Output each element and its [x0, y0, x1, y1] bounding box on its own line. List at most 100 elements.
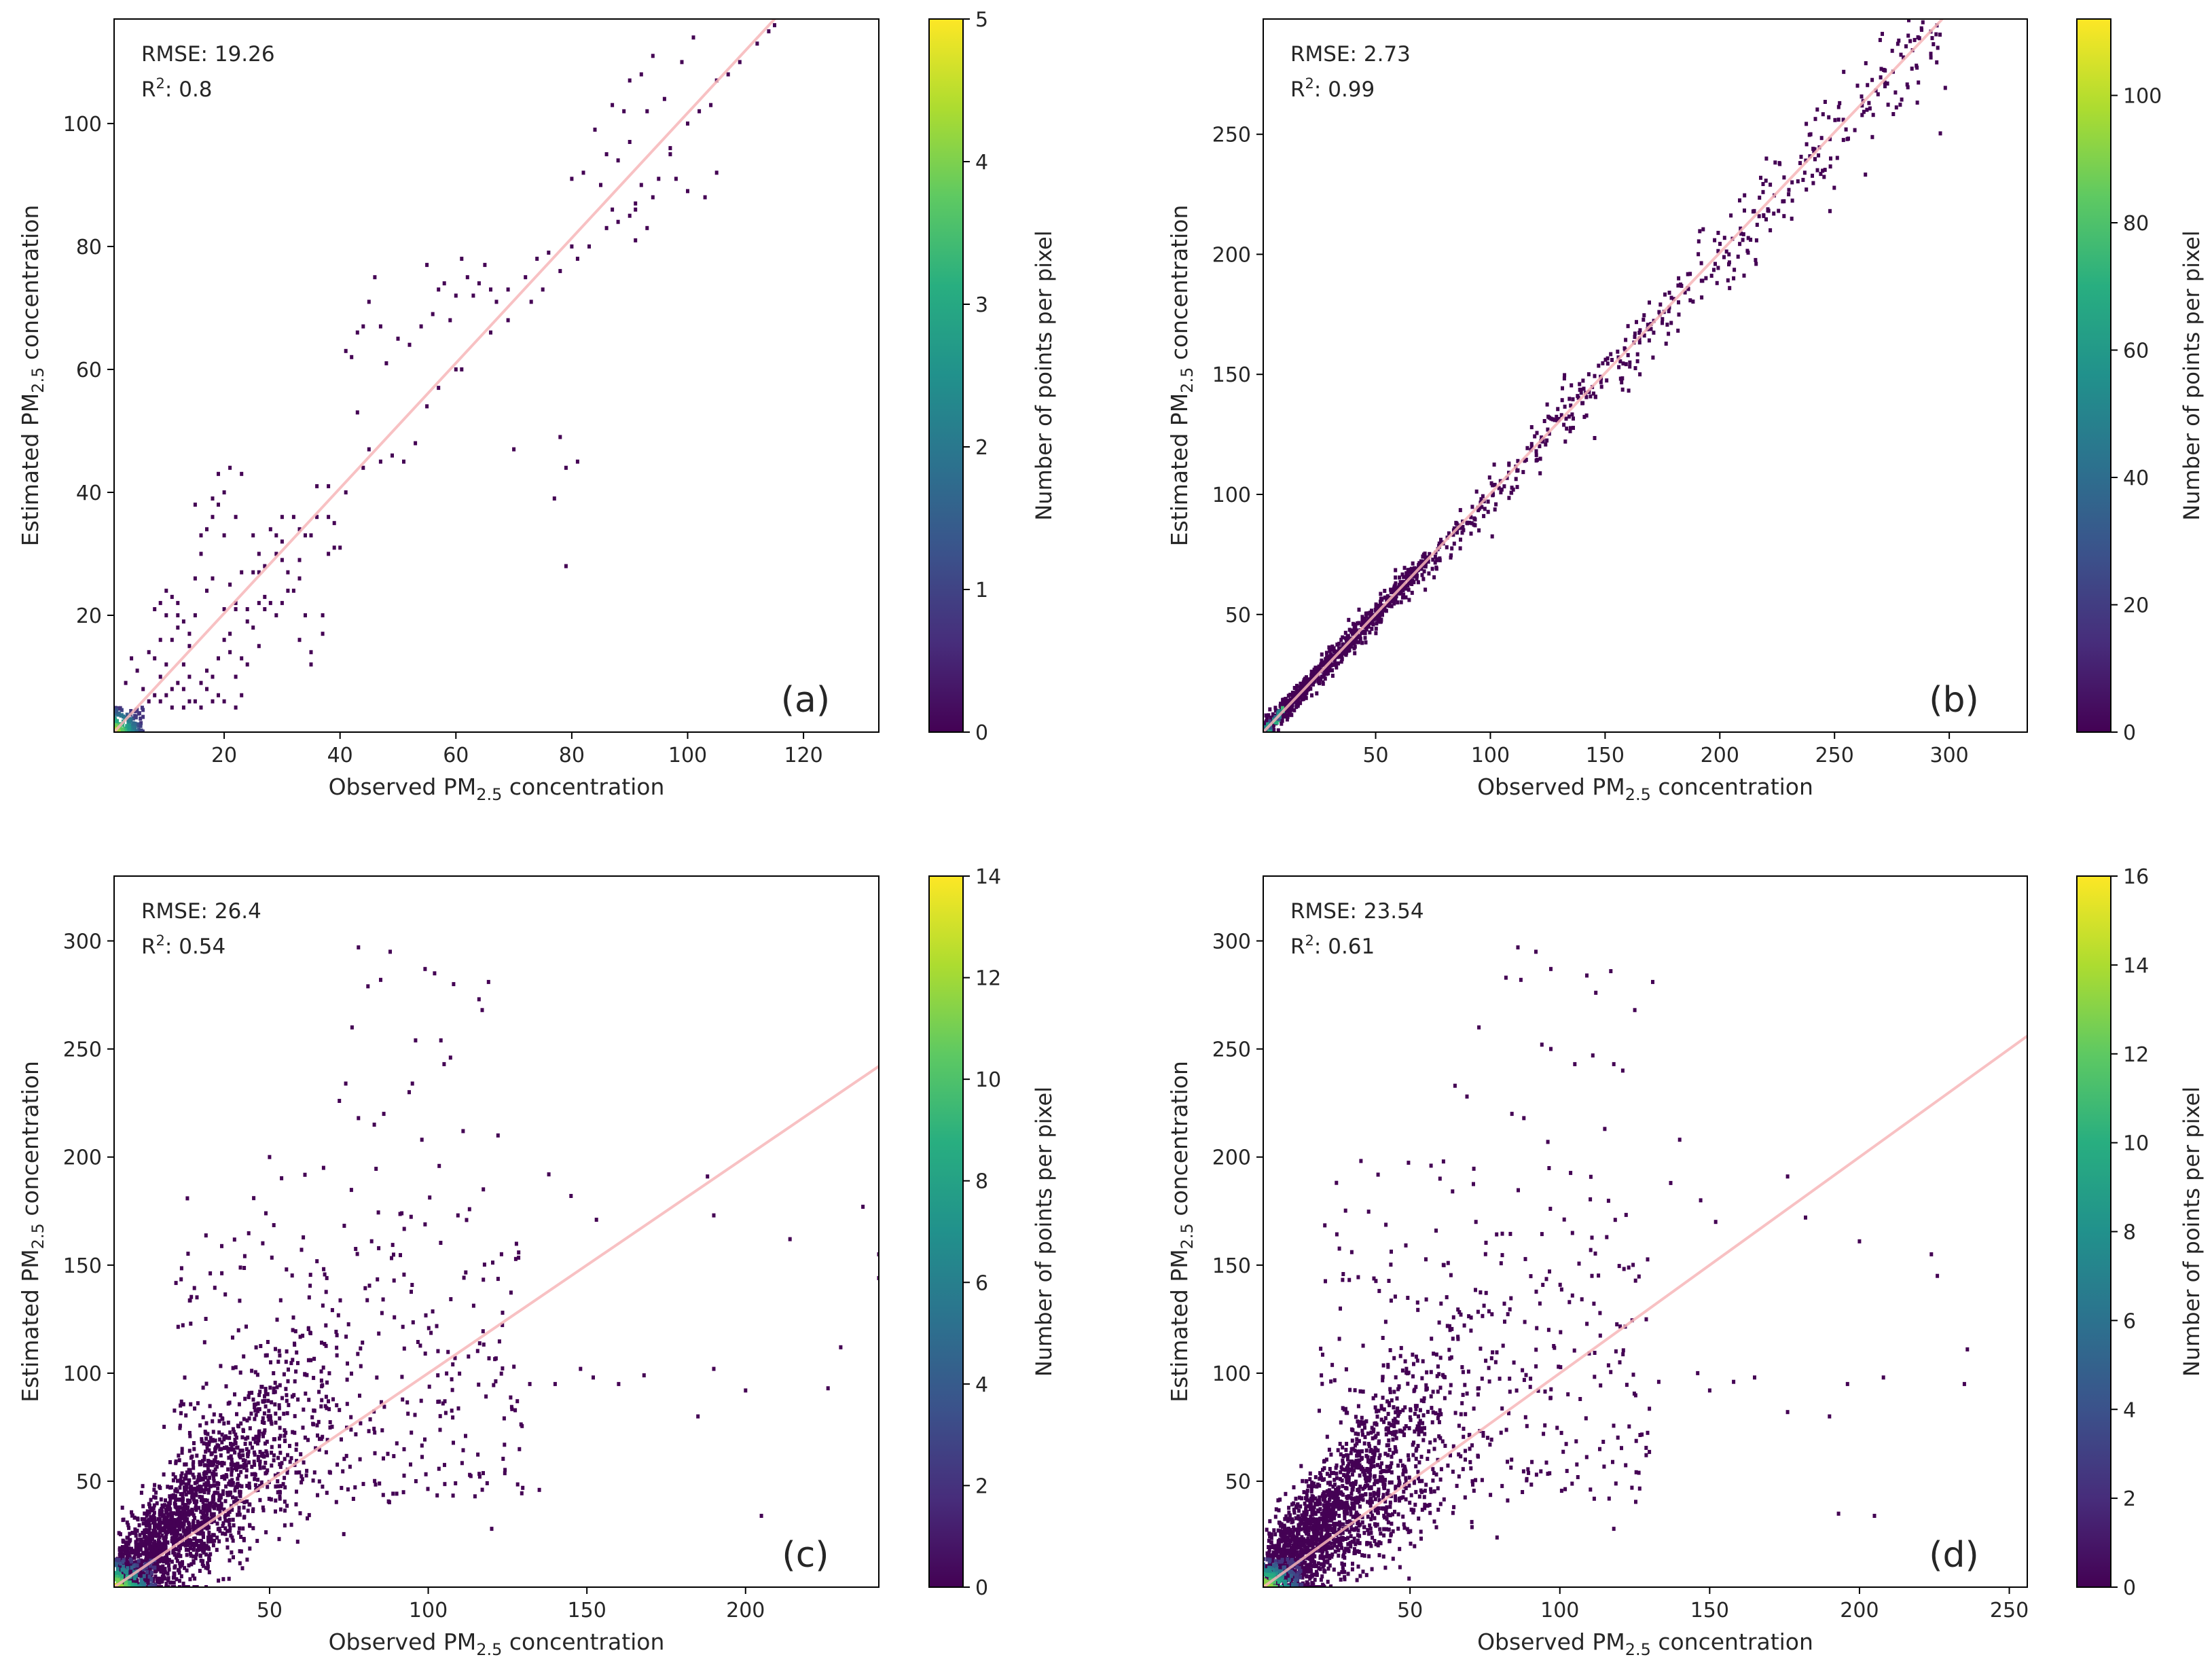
data-pixel: [170, 1514, 175, 1519]
data-pixel: [230, 1457, 234, 1462]
data-pixel: [1545, 438, 1549, 443]
data-pixel: [1700, 295, 1704, 299]
data-pixel: [278, 1353, 282, 1358]
data-pixel: [185, 1470, 189, 1475]
data-pixel: [1320, 658, 1324, 663]
data-pixel: [1844, 127, 1848, 132]
data-pixel: [1285, 717, 1289, 722]
data-pixel: [1469, 1328, 1473, 1333]
data-pixel: [1358, 634, 1362, 638]
data-pixel: [564, 564, 568, 568]
data-pixel: [222, 1507, 226, 1512]
data-pixel: [465, 1218, 469, 1222]
data-pixel: [323, 1341, 327, 1346]
data-pixel: [1294, 687, 1299, 691]
data-pixel: [241, 1458, 245, 1462]
data-pixel: [1815, 168, 1819, 173]
data-pixel: [151, 1550, 156, 1555]
data-pixel: [236, 1328, 240, 1332]
data-pixel: [1635, 359, 1639, 363]
data-pixel: [1746, 236, 1750, 240]
data-pixel: [196, 1401, 200, 1406]
dense-pixel: [118, 726, 122, 731]
data-pixel: [293, 1414, 297, 1419]
data-pixel: [207, 1570, 211, 1575]
data-pixel: [419, 1398, 423, 1403]
data-pixel: [1431, 1390, 1435, 1394]
data-pixel: [216, 1504, 220, 1508]
data-pixel: [1338, 1442, 1342, 1446]
data-pixel: [164, 693, 168, 697]
data-pixel: [1354, 640, 1358, 645]
data-pixel: [1669, 321, 1673, 325]
data-pixel: [1626, 324, 1630, 329]
data-pixel: [1298, 685, 1302, 689]
data-pixel: [1271, 1550, 1275, 1555]
data-pixel: [374, 1482, 378, 1487]
data-pixel: [476, 1452, 480, 1457]
data-pixel: [164, 1559, 168, 1563]
data-pixel: [1691, 299, 1695, 304]
data-pixel: [1938, 131, 1942, 136]
data-pixel: [220, 1461, 224, 1465]
data-pixel: [278, 1434, 283, 1438]
data-pixel: [144, 1523, 148, 1527]
data-pixel: [537, 1487, 541, 1492]
data-pixel: [219, 1413, 223, 1417]
data-pixel: [202, 1482, 206, 1487]
data-pixel: [194, 1499, 198, 1504]
data-pixel: [1572, 426, 1575, 430]
data-pixel: [228, 632, 232, 636]
data-pixel: [153, 607, 157, 611]
data-pixel: [1507, 496, 1511, 501]
data-pixel: [322, 1267, 326, 1271]
data-pixel: [1407, 574, 1411, 579]
data-pixel: [250, 1368, 254, 1373]
data-pixel: [1514, 477, 1518, 482]
data-pixel: [190, 1495, 194, 1500]
data-pixel: [149, 1497, 153, 1502]
data-pixel: [242, 1466, 246, 1470]
data-pixel: [228, 582, 232, 587]
data-pixel: [1516, 468, 1520, 473]
data-pixel: [151, 1545, 156, 1550]
data-pixel: [1819, 172, 1823, 177]
data-pixel: [195, 1295, 199, 1300]
data-pixel: [183, 1519, 187, 1523]
data-pixel: [1515, 485, 1519, 490]
data-pixel: [269, 1497, 273, 1502]
data-pixel: [420, 1443, 424, 1448]
data-pixel: [1367, 1486, 1371, 1491]
data-pixel: [166, 1572, 170, 1576]
data-pixel: [420, 1455, 424, 1459]
data-pixel: [278, 1507, 283, 1512]
data-pixel: [181, 1581, 185, 1586]
data-pixel: [153, 1526, 156, 1531]
data-pixel: [160, 1509, 164, 1514]
data-pixel: [240, 570, 244, 575]
data-pixel: [510, 1406, 514, 1411]
data-pixel: [294, 1470, 298, 1475]
dense-pixel: [1277, 716, 1281, 721]
data-pixel: [491, 1260, 494, 1265]
data-pixel: [1456, 1307, 1460, 1312]
data-pixel: [1404, 577, 1409, 581]
data-pixel: [1330, 1490, 1334, 1495]
data-pixel: [181, 1493, 185, 1498]
data-pixel: [1501, 1343, 1505, 1348]
data-pixel: [151, 1513, 156, 1518]
data-pixel: [184, 1533, 188, 1538]
data-pixel: [1617, 365, 1621, 369]
y-axis-label: Estimated PM2.5 concentration: [1166, 205, 1197, 547]
data-pixel: [1553, 418, 1557, 422]
y-tick-label: 200: [63, 1146, 102, 1170]
data-pixel: [297, 527, 302, 532]
data-pixel: [1291, 695, 1295, 700]
data-pixel: [255, 1373, 259, 1377]
data-pixel: [1547, 415, 1551, 420]
data-pixel: [179, 1510, 183, 1514]
data-pixel: [213, 1483, 217, 1488]
data-pixel: [162, 1518, 166, 1523]
data-pixel: [181, 1497, 185, 1502]
data-pixel: [341, 1469, 345, 1474]
